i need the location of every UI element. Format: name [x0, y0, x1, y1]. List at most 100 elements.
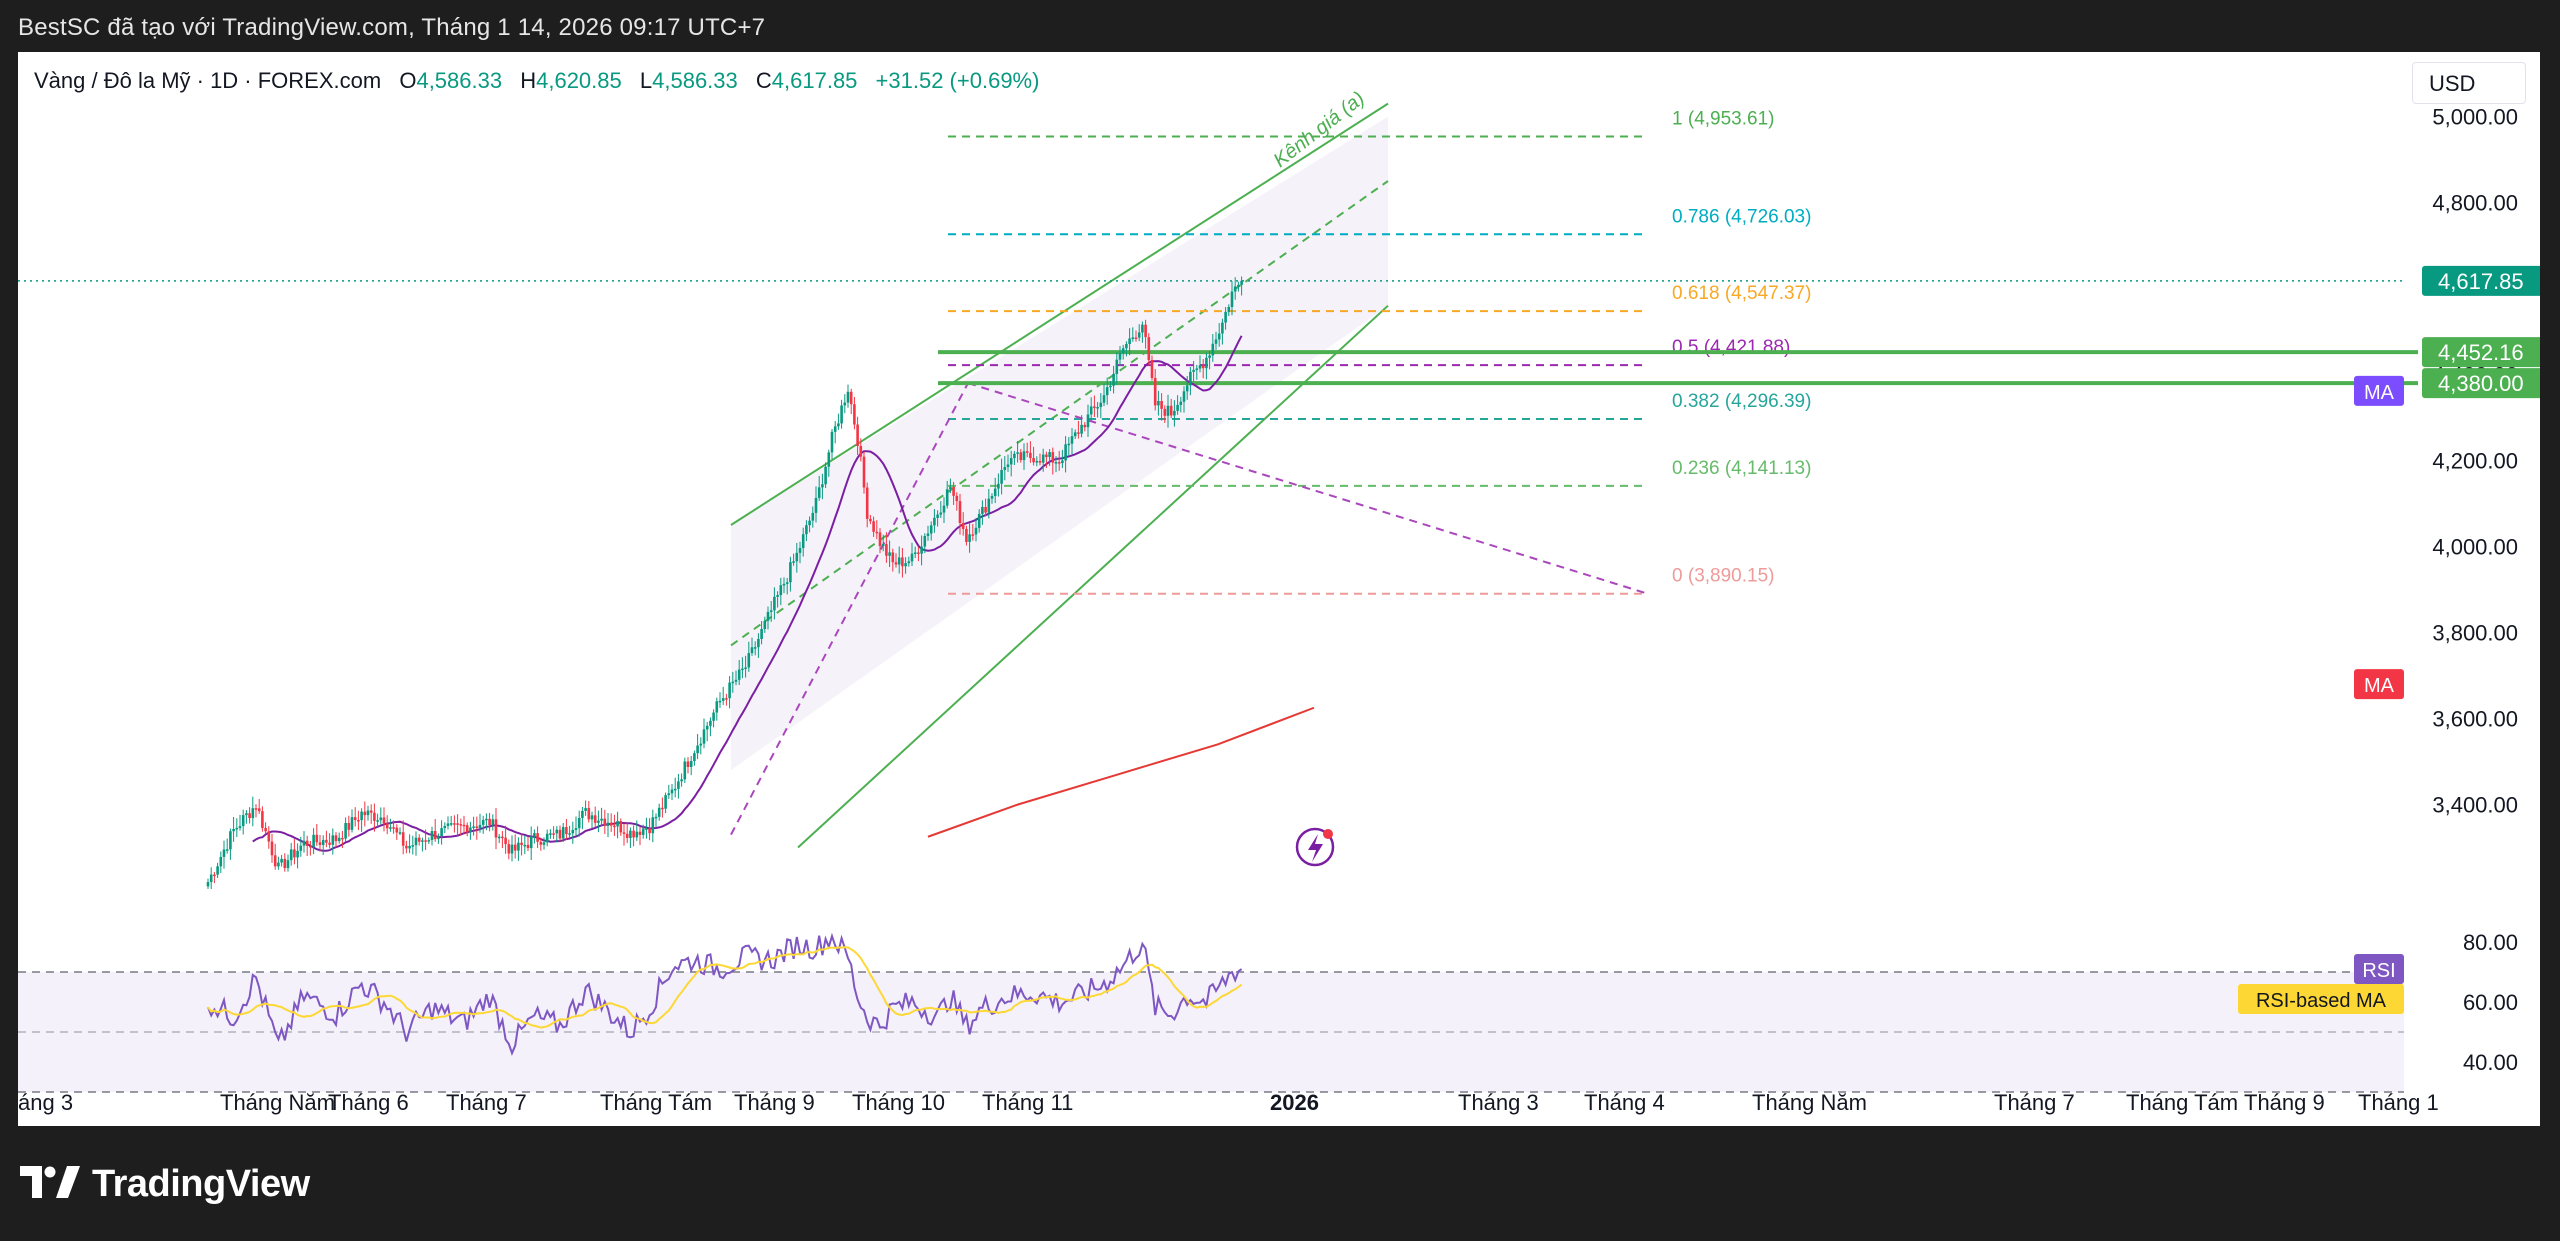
candle-body: [760, 628, 763, 639]
candle-body: [1086, 414, 1090, 428]
fib-level-0.382: 0.382 (: [1672, 391, 1732, 412]
candle-body: [1022, 451, 1026, 461]
candle-body: [1217, 333, 1221, 340]
close-label: C: [755, 68, 772, 93]
candle-body: [1157, 400, 1160, 406]
ma-tag-text-0: MA: [2364, 382, 2395, 404]
candle-body: [638, 831, 642, 835]
candle-body: [613, 825, 616, 828]
candle-body: [414, 837, 418, 846]
candle-body: [475, 826, 479, 829]
candle-body: [206, 882, 210, 887]
chart-panel[interactable]: Kênh giá (a) 1 (4,953.61) 0.786 (4,726.03)…: [18, 52, 2540, 1126]
candle-body: [821, 484, 824, 488]
replay-icon: [1295, 827, 1335, 867]
candle-body: [318, 842, 322, 845]
candle-body: [1163, 408, 1167, 416]
header-title: BestSC đã tạo với TradingView.com, Tháng…: [18, 14, 766, 41]
candle-body: [779, 585, 783, 596]
candle-body: [1128, 338, 1131, 345]
candle-body: [910, 553, 914, 562]
candle-body: [283, 858, 287, 869]
candle-body: [401, 832, 405, 846]
candle-body: [773, 596, 776, 611]
fib-label-0.618: 0.618 (4,547.37): [1672, 283, 1811, 304]
candle-body: [833, 426, 837, 432]
candle-body: [763, 620, 767, 629]
fib-close-1: ): [1768, 108, 1774, 129]
candle-body: [1080, 424, 1083, 434]
candle-body: [571, 829, 575, 834]
candle-body: [257, 808, 261, 812]
candle-body: [577, 817, 581, 829]
fib-label-0.5: 0.5 (4,421.88): [1672, 337, 1790, 358]
candle-body: [776, 595, 779, 597]
candle-body: [523, 844, 527, 847]
candle-body: [437, 836, 440, 840]
candle-body: [766, 611, 770, 621]
candle-body: [334, 835, 338, 842]
candle-body: [529, 836, 533, 849]
price-label-badge-1: [2422, 337, 2540, 368]
time-axis-tick: áng 3: [18, 1090, 73, 1115]
candle-body: [696, 745, 699, 754]
candle-body: [609, 822, 613, 826]
fib-label-0.236: 0.236 (4,141.13): [1672, 458, 1811, 479]
candle-body: [494, 819, 498, 838]
price-axis-tick: 3,600.00: [2432, 707, 2518, 732]
candle-body: [939, 512, 943, 515]
candle-body: [1176, 404, 1179, 411]
candle-body: [1189, 371, 1192, 386]
time-axis-tick: Tháng 10: [852, 1090, 945, 1115]
candle-body: [395, 827, 399, 833]
candle-body: [286, 860, 290, 869]
candle-body: [1048, 452, 1051, 458]
open-value: 4,586.33: [416, 68, 503, 93]
candle-body: [737, 669, 741, 680]
price-channel-lower: [797, 304, 1389, 849]
currency-button[interactable]: USD: [2412, 62, 2526, 104]
fib-label-0.382: 0.382 (4,296.39): [1672, 391, 1811, 412]
candle-body: [254, 808, 258, 810]
ma-line-red: [927, 706, 1315, 838]
candle-body: [1141, 324, 1144, 333]
candle-body: [280, 858, 283, 863]
candle-body: [837, 423, 840, 427]
candle-body: [1233, 286, 1237, 292]
fib-level-1: 1 (: [1672, 108, 1695, 129]
candle-body: [670, 789, 674, 794]
candle-body: [1192, 369, 1195, 372]
candle-body: [379, 817, 383, 821]
candle-body: [856, 424, 859, 446]
candle-body: [507, 844, 511, 854]
candle-body: [875, 531, 879, 534]
candle-body: [699, 743, 703, 746]
high-label: H: [520, 68, 537, 93]
candle-body: [526, 844, 530, 849]
candle-body: [565, 827, 568, 835]
candle-body: [945, 489, 949, 506]
candle-body: [1032, 458, 1035, 463]
fib-level-0.618: 0.618 (: [1672, 283, 1732, 304]
candle-body: [625, 833, 629, 838]
candle-body: [533, 833, 536, 837]
candle-body: [302, 840, 306, 846]
candle-body: [926, 533, 930, 536]
chart-canvas[interactable]: Kênh giá (a) 1 (4,953.61)0.786 (4,726.03)…: [18, 52, 2540, 1126]
candle-body: [216, 866, 219, 875]
candle-body: [683, 761, 687, 780]
candles-group: [206, 276, 1243, 889]
trend-line-up: [730, 382, 969, 836]
candle-body: [859, 445, 863, 457]
candle-body: [1115, 359, 1119, 374]
candle-body: [862, 456, 866, 488]
candle-body: [373, 812, 376, 821]
candle-body: [545, 833, 549, 843]
candle-body: [312, 834, 315, 848]
candle-body: [622, 832, 626, 834]
candle-body: [449, 823, 453, 825]
candle-body: [574, 828, 578, 830]
candle-body: [894, 562, 898, 565]
candle-body: [923, 535, 927, 547]
candle-body: [725, 698, 728, 700]
